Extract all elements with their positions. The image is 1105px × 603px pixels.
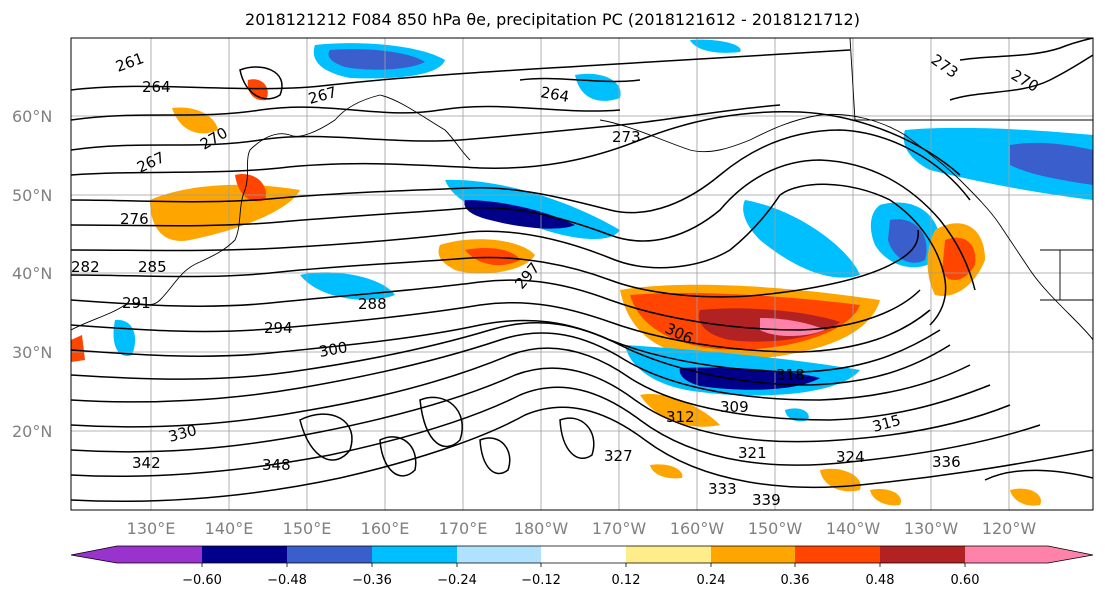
shade-patch <box>235 174 266 202</box>
lat-label: 30°N <box>12 343 52 362</box>
lat-label: 20°N <box>12 422 52 441</box>
shade-patch <box>760 318 825 336</box>
shade-patch <box>465 248 520 266</box>
map-plot-area: 261 264 267 270 273 276 282 285 288 291 … <box>71 38 1093 510</box>
colorbar-segment <box>372 546 457 563</box>
colorbar-segment <box>711 546 795 563</box>
contour-label: 312 <box>666 408 695 426</box>
colorbar-outline <box>70 545 1094 564</box>
contour-label: 309 <box>720 398 749 416</box>
coastlines <box>71 38 1093 341</box>
shade-patch <box>247 79 268 101</box>
map-title: 2018121212 F084 850 hPa θe, precipitatio… <box>245 10 860 29</box>
contour-label: 342 <box>132 454 161 472</box>
shade-patch <box>743 200 860 278</box>
contour-label: 327 <box>604 447 633 465</box>
contour-label: 336 <box>932 453 961 471</box>
colorbar-tick-label: 0.60 <box>951 573 980 588</box>
lon-label: 160°E <box>361 519 410 538</box>
shade-patch <box>1010 142 1093 185</box>
lon-label: 140°W <box>826 519 881 538</box>
lon-label: 160°W <box>670 519 725 538</box>
colorbar-tick-label: −0.60 <box>182 573 222 588</box>
colorbar-segment <box>71 546 202 563</box>
lon-label: 180°W <box>514 519 569 538</box>
lat-label: 40°N <box>12 264 52 283</box>
colorbar-segment <box>880 546 965 563</box>
lon-label: 170°W <box>592 519 647 538</box>
colorbar-tick-label: 0.12 <box>612 573 641 588</box>
theta-e-contours <box>71 38 1093 503</box>
shade-patch <box>690 39 741 53</box>
shade-patch <box>942 237 976 281</box>
colorbar: −0.60 −0.48 −0.36 −0.24 −0.12 0.12 0.24 … <box>70 545 1094 588</box>
lon-label: 150°E <box>283 519 332 538</box>
lat-label: 60°N <box>12 107 52 126</box>
colorbar-tick-label: 0.48 <box>866 573 895 588</box>
contour-label: 282 <box>71 258 100 276</box>
contour-label: 288 <box>358 295 387 313</box>
colorbar-tick-label: −0.36 <box>352 573 392 588</box>
lat-label: 50°N <box>12 186 52 205</box>
shade-patch <box>888 219 927 263</box>
latitude-labels: 60°N 50°N 40°N 30°N 20°N <box>12 107 52 441</box>
colorbar-tick-label: 0.24 <box>697 573 726 588</box>
contour-label: 291 <box>122 294 151 312</box>
shade-patch <box>1010 488 1041 506</box>
shade-patch <box>785 408 809 422</box>
shade-patch <box>870 489 901 506</box>
colorbar-segment <box>626 546 711 563</box>
lon-label: 150°W <box>748 519 803 538</box>
contour-label: 339 <box>752 491 781 509</box>
longitude-labels: 130°E 140°E 150°E 160°E 170°E 180°W 170°… <box>127 519 1037 538</box>
colorbar-tick-label: 0.36 <box>781 573 810 588</box>
lon-label: 120°W <box>982 519 1037 538</box>
colorbar-segment <box>202 546 287 563</box>
lon-label: 130°E <box>127 519 176 538</box>
colorbar-segment <box>795 546 880 563</box>
contour-label: 333 <box>708 480 737 498</box>
contour-label: 294 <box>264 319 293 337</box>
colorbar-tick-label: −0.12 <box>521 573 561 588</box>
shade-patch <box>650 464 683 479</box>
lon-label: 130°W <box>904 519 959 538</box>
graticule <box>71 38 1093 510</box>
contour-label: 321 <box>738 444 767 462</box>
colorbar-tick-label: −0.48 <box>267 573 307 588</box>
contour-label: 285 <box>138 258 167 276</box>
shade-patch <box>328 49 425 70</box>
colorbar-segment <box>541 546 626 563</box>
shade-patch <box>172 107 218 134</box>
colorbar-segment <box>965 546 1093 563</box>
lon-label: 170°E <box>439 519 488 538</box>
colorbar-tick-label: −0.24 <box>437 573 477 588</box>
lon-label: 140°E <box>205 519 254 538</box>
colorbar-segment <box>287 546 372 563</box>
contour-label: 318 <box>776 366 805 384</box>
contour-label: 348 <box>262 456 291 474</box>
shade-patch <box>71 335 85 362</box>
contour-label: 273 <box>612 128 641 146</box>
contour-label: 276 <box>120 210 149 228</box>
colorbar-segment <box>457 546 541 563</box>
map-frame <box>70 37 1094 511</box>
shade-patch <box>640 394 720 427</box>
contour-label: 264 <box>142 78 171 96</box>
contour-label: 264 <box>539 83 570 106</box>
contour-label: 300 <box>318 338 349 361</box>
contour-label: 324 <box>836 448 865 466</box>
